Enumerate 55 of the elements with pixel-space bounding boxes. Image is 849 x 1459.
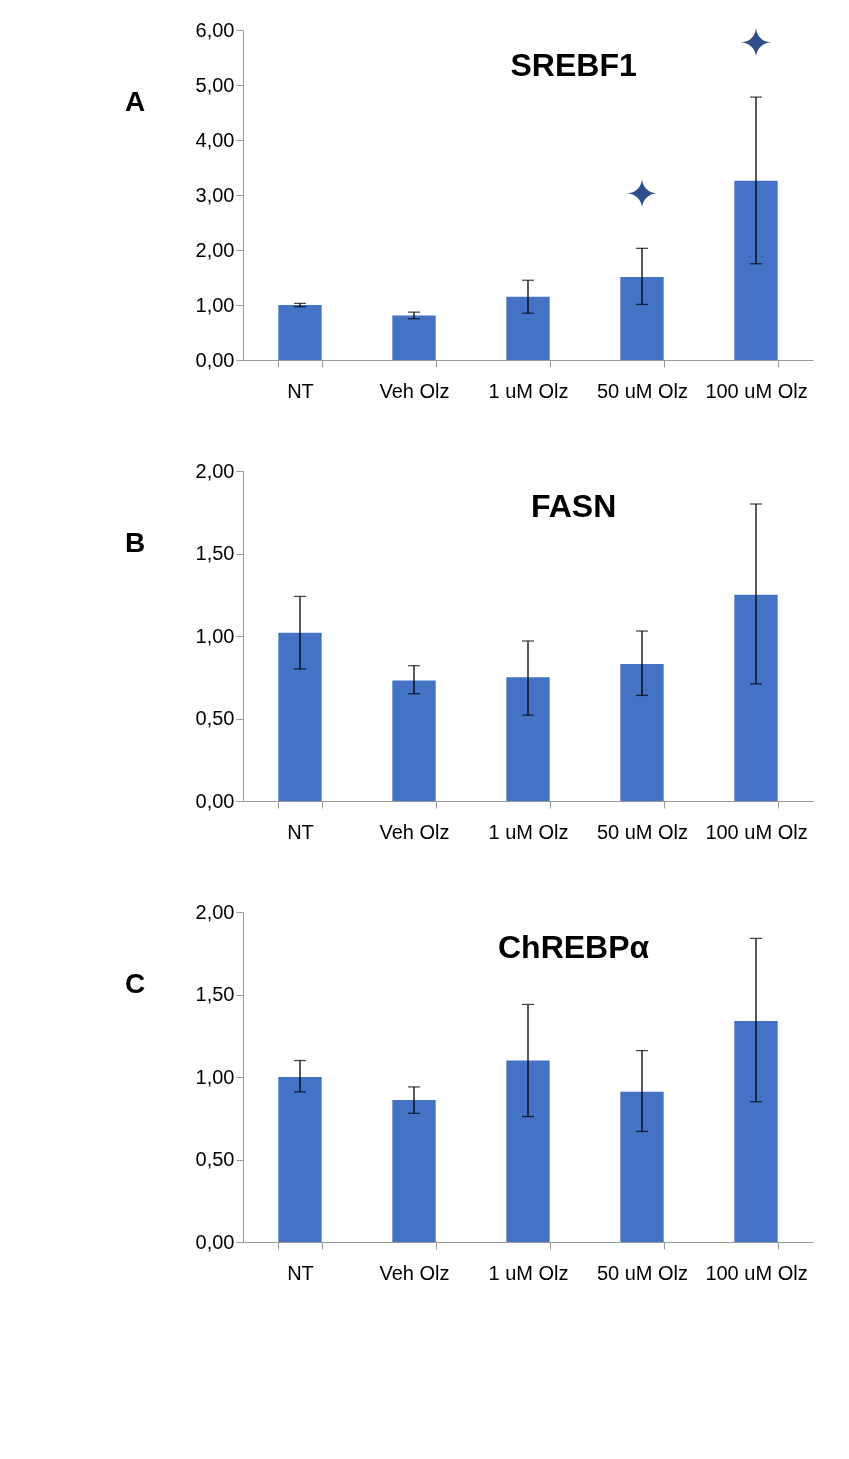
bar (734, 1020, 778, 1242)
y-tick-label: 1,00 (195, 624, 235, 647)
x-tick-label: Veh Olz (379, 379, 450, 402)
x-tick-label: NT (287, 1261, 314, 1284)
y-tick-label: 2,00 (195, 900, 235, 923)
x-tick-label: 100 uM Olz (705, 1261, 808, 1284)
bar (620, 1091, 664, 1242)
bar (506, 677, 550, 801)
x-tick-label: NT (287, 820, 314, 843)
bar (392, 1100, 436, 1242)
annotation: ✦ (625, 171, 659, 218)
y-tick-label: 1,50 (195, 983, 235, 1005)
y-tick-label: 6,00 (195, 18, 235, 41)
y-tick-label: 1,00 (195, 293, 235, 316)
bar (278, 305, 322, 360)
bar (734, 180, 778, 360)
bar (506, 1060, 550, 1242)
text: A (125, 85, 146, 117)
y-tick-label: 2,00 (195, 238, 235, 261)
bar (620, 664, 664, 801)
bar (278, 1077, 322, 1242)
x-tick-label: 1 uM Olz (488, 820, 569, 843)
y-tick-label: 0,00 (195, 1230, 235, 1253)
x-tick-label: 1 uM Olz (488, 1261, 569, 1284)
x-tick-label: Veh Olz (379, 1261, 450, 1284)
bar (620, 276, 664, 360)
y-tick-label: 5,00 (195, 73, 235, 96)
y-tick-label: 0,50 (195, 1148, 235, 1170)
bar (734, 594, 778, 801)
bar (278, 632, 322, 801)
y-tick-label: 4,00 (195, 128, 235, 151)
text: B (125, 526, 146, 558)
x-tick-label: NT (287, 379, 314, 402)
x-tick-label: 1 uM Olz (488, 379, 569, 402)
bar (506, 296, 550, 360)
y-tick-label: 3,00 (195, 183, 235, 206)
x-tick-label: 100 uM Olz (705, 379, 808, 402)
x-tick-label: 50 uM Olz (596, 1261, 689, 1284)
y-tick-label: 1,50 (195, 542, 235, 564)
x-tick-label: Veh Olz (379, 820, 450, 843)
x-tick-label: 50 uM Olz (596, 820, 689, 843)
bar (392, 315, 436, 360)
annotation: ✦ (739, 20, 773, 67)
text: FASN (530, 488, 617, 524)
y-tick-label: 0,50 (195, 707, 235, 729)
bar (392, 680, 436, 801)
y-tick-label: 0,00 (195, 348, 235, 371)
y-tick-label: 2,00 (195, 459, 235, 482)
y-tick-label: 1,00 (195, 1065, 235, 1088)
x-tick-label: 50 uM Olz (596, 379, 689, 402)
text: ChREBPα (497, 929, 650, 965)
x-tick-label: 100 uM Olz (705, 820, 808, 843)
text: C (125, 967, 146, 999)
text: SREBF1 (510, 47, 637, 83)
y-tick-label: 0,00 (195, 789, 235, 812)
